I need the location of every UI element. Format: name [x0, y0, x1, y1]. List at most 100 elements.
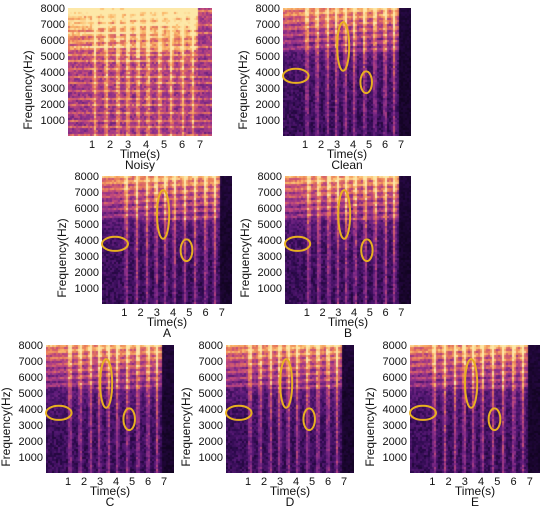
y-tick-label: 1000	[75, 283, 99, 295]
y-tick-label: 8000	[19, 340, 43, 352]
y-tick-label: 4000	[199, 404, 223, 416]
panel-label: D	[286, 495, 295, 506]
y-tick-label: 7000	[258, 187, 282, 199]
y-axis-label: Frequency(Hz)	[238, 218, 252, 297]
y-axis-label: Frequency(Hz)	[363, 387, 377, 466]
x-tick-label: 4	[478, 476, 484, 488]
y-tick-label: 4000	[41, 67, 65, 79]
y-tick-label: 5000	[19, 388, 43, 400]
spectrogram-image	[68, 8, 212, 136]
y-tick-label: 8000	[75, 171, 99, 183]
x-tick-label: 5	[366, 139, 372, 151]
spectrogram-axes: 1000 2000 3000 4000 5000 6000 7000 8000 1 2 3 4 5 6 7 F…	[179, 340, 347, 506]
y-tick-label: 1000	[258, 283, 282, 295]
highlight-ellipse	[487, 407, 502, 432]
x-tick-label: 2	[107, 139, 113, 151]
x-tick-label: 3	[277, 476, 283, 488]
y-tick-label: 7000	[75, 187, 99, 199]
panel-label: A	[163, 326, 171, 340]
y-tick-label: 4000	[19, 404, 43, 416]
x-tick-label: 4	[293, 476, 299, 488]
x-tick-label: 1	[65, 476, 71, 488]
x-axis-label: Time(s)	[147, 315, 187, 329]
y-axis-label: Frequency(Hz)	[55, 218, 69, 297]
y-tick-label: 3000	[199, 420, 223, 432]
y-tick-label: 7000	[19, 356, 43, 368]
x-tick-label: 1	[302, 139, 308, 151]
spectrogram-axes: 1000 2000 3000 4000 5000 6000 7000 8000 1 2 3 4 5 6 7 F…	[236, 3, 404, 172]
y-tick-label: 8000	[383, 340, 407, 352]
y-tick-label: 5000	[256, 51, 280, 63]
x-tick-label: 6	[325, 476, 331, 488]
highlight-ellipse	[463, 358, 479, 409]
x-axis-label: Time(s)	[328, 315, 368, 329]
y-tick-label: 3000	[256, 83, 280, 95]
x-tick-label: 1	[304, 307, 310, 319]
x-tick-label: 7	[161, 476, 167, 488]
highlight-ellipse	[359, 70, 373, 95]
y-tick-label: 6000	[383, 372, 407, 384]
x-tick-label: 7	[341, 476, 347, 488]
x-tick-label: 4	[143, 139, 149, 151]
y-tick-label: 7000	[199, 356, 223, 368]
y-tick-label: 1000	[256, 115, 280, 127]
x-axis-label: Time(s)	[120, 147, 160, 161]
highlight-ellipse	[225, 404, 253, 421]
x-tick-label: 2	[261, 476, 267, 488]
x-tick-label: 1	[89, 139, 95, 151]
y-tick-label: 1000	[199, 452, 223, 464]
y-tick-label: 4000	[383, 404, 407, 416]
y-tick-label: 2000	[199, 436, 223, 448]
x-tick-label: 6	[145, 476, 151, 488]
spectrogram-axes: 1000 2000 3000 4000 5000 6000 7000 8000 1 2 3 4 5 6 7 F…	[0, 340, 167, 506]
spectrogram-axes: 1000 2000 3000 4000 5000 6000 7000 8000 1 2 3 4 5 6 7 F…	[55, 171, 225, 340]
x-tick-label: 5	[186, 307, 192, 319]
y-tick-label: 1000	[383, 452, 407, 464]
y-tick-label: 1000	[41, 115, 65, 127]
y-tick-label: 7000	[41, 19, 65, 31]
panel-label: B	[344, 326, 352, 340]
y-axis-label: Frequency(Hz)	[179, 387, 193, 466]
highlight-ellipse	[179, 238, 194, 263]
x-tick-label: 1	[245, 476, 251, 488]
x-axis-label: Time(s)	[90, 484, 130, 498]
y-tick-label: 2000	[19, 436, 43, 448]
x-tick-label: 4	[113, 476, 119, 488]
highlight-ellipse	[279, 358, 294, 409]
y-tick-label: 8000	[41, 3, 65, 15]
y-tick-label: 2000	[256, 99, 280, 111]
x-tick-label: 5	[161, 139, 167, 151]
x-axis-label: Time(s)	[270, 484, 310, 498]
highlight-ellipse	[155, 189, 171, 240]
panel-label: E	[471, 495, 479, 506]
x-tick-label: 6	[202, 307, 208, 319]
x-tick-label: 2	[445, 476, 451, 488]
panel-label: Clean	[331, 158, 362, 172]
highlight-ellipse	[284, 235, 312, 252]
panel-label: Noisy	[125, 158, 155, 172]
y-tick-label: 6000	[256, 35, 280, 47]
y-tick-label: 1000	[19, 452, 43, 464]
y-tick-label: 3000	[383, 420, 407, 432]
spectrogram-axes: 1000 2000 3000 4000 5000 6000 7000 8000 1 2 3 4 5 6 7 F…	[363, 340, 533, 506]
x-tick-label: 4	[170, 307, 176, 319]
highlight-ellipse	[409, 404, 437, 421]
x-tick-label: 3	[462, 476, 468, 488]
y-tick-label: 3000	[41, 83, 65, 95]
y-tick-label: 5000	[41, 51, 65, 63]
x-tick-label: 3	[154, 307, 160, 319]
x-tick-label: 7	[219, 307, 225, 319]
highlight-ellipse	[337, 189, 352, 240]
y-tick-label: 2000	[41, 99, 65, 111]
x-tick-label: 7	[527, 476, 533, 488]
x-tick-label: 2	[137, 307, 143, 319]
y-tick-label: 3000	[75, 251, 99, 263]
spectrogram-axes: 1000 2000 3000 4000 5000 6000 7000 8000 1 2 3 4 5 6 7 F…	[21, 3, 203, 172]
x-tick-label: 7	[398, 307, 404, 319]
x-tick-label: 2	[81, 476, 87, 488]
y-axis-label: Frequency(Hz)	[236, 50, 250, 129]
x-tick-label: 6	[382, 307, 388, 319]
x-tick-label: 5	[309, 476, 315, 488]
x-tick-label: 4	[351, 307, 357, 319]
y-tick-label: 6000	[19, 372, 43, 384]
